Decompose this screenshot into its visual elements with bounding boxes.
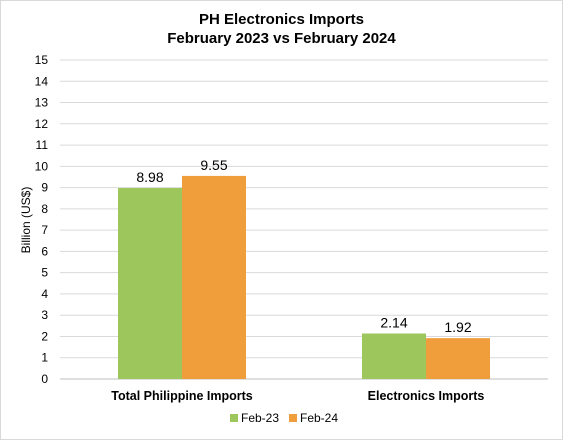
data-label: 8.98 (136, 169, 163, 185)
category-label: Total Philippine Imports (111, 389, 252, 403)
y-tick-label: 12 (35, 117, 49, 131)
y-tick-label: 10 (35, 159, 49, 173)
chart-title-line-2: February 2023 vs February 2024 (167, 30, 396, 47)
category-label: Electronics Imports (368, 389, 485, 403)
y-tick-label: 2 (41, 329, 48, 343)
y-tick-label: 9 (41, 181, 48, 195)
legend-swatch-feb-24 (289, 414, 297, 422)
bar-feb-24 (426, 338, 490, 379)
y-tick-label: 11 (36, 138, 49, 152)
chart-title-line-1: PH Electronics Imports (198, 11, 365, 28)
y-tick-label: 14 (35, 74, 49, 88)
legend-label: Feb-24 (300, 411, 338, 425)
bar-feb-23 (362, 333, 426, 379)
y-tick-label: 8 (41, 202, 48, 216)
legend: Feb-23 Feb-24 (230, 411, 338, 425)
y-tick-label: 6 (41, 244, 48, 258)
category-labels: Total Philippine Imports Electronics Impo… (111, 389, 484, 403)
y-tick-label: 15 (35, 53, 49, 67)
data-label: 1.92 (444, 319, 471, 335)
data-label: 2.14 (380, 314, 407, 330)
data-label: 9.55 (200, 157, 227, 173)
y-tick-label: 7 (41, 223, 48, 237)
y-axis-label: Billion (US$) (19, 187, 33, 254)
y-tick-label: 13 (35, 96, 49, 110)
chart-title: PH Electronics Imports February 2023 vs … (0, 10, 563, 48)
bars (118, 175, 490, 379)
legend-swatch-feb-23 (230, 414, 238, 422)
y-tick-label: 3 (41, 308, 48, 322)
y-tick-label: 0 (41, 372, 48, 386)
legend-label: Feb-23 (241, 411, 279, 425)
data-labels: 8.98 9.55 2.14 1.92 (136, 157, 471, 335)
y-tick-label: 5 (41, 266, 48, 280)
bar-feb-23 (118, 188, 182, 379)
bar-feb-24 (182, 175, 246, 379)
y-tick-label: 1 (41, 351, 48, 365)
y-tick-label: 4 (41, 287, 48, 301)
